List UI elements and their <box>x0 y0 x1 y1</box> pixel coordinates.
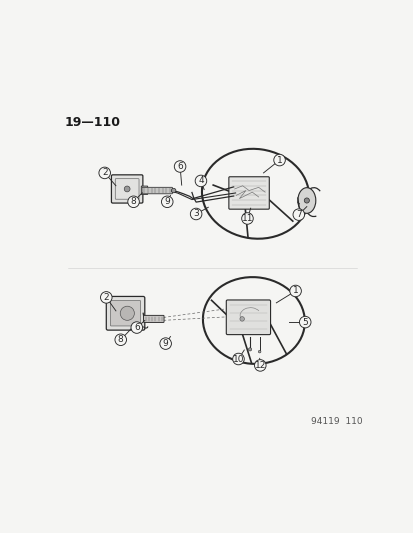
Circle shape <box>289 285 301 297</box>
Text: 6: 6 <box>133 323 139 332</box>
Text: 10: 10 <box>232 354 244 364</box>
Text: 1: 1 <box>276 156 282 165</box>
Circle shape <box>174 161 185 172</box>
Circle shape <box>100 292 112 303</box>
FancyBboxPatch shape <box>143 316 164 322</box>
Ellipse shape <box>297 188 315 213</box>
FancyBboxPatch shape <box>111 175 142 203</box>
FancyBboxPatch shape <box>226 300 270 335</box>
Circle shape <box>254 360 266 371</box>
Text: 7: 7 <box>295 210 301 219</box>
Circle shape <box>161 196 173 207</box>
Circle shape <box>241 213 253 224</box>
Circle shape <box>131 322 142 333</box>
FancyBboxPatch shape <box>106 296 145 330</box>
Circle shape <box>299 316 310 328</box>
Text: 11: 11 <box>241 214 253 223</box>
Circle shape <box>120 306 134 320</box>
Text: 2: 2 <box>102 168 107 177</box>
Text: 1: 1 <box>292 286 298 295</box>
Circle shape <box>159 338 171 349</box>
FancyBboxPatch shape <box>142 187 172 194</box>
Text: 5: 5 <box>301 318 307 327</box>
Circle shape <box>232 353 244 365</box>
Text: 4: 4 <box>198 176 203 185</box>
Circle shape <box>292 209 304 221</box>
Text: 94119  110: 94119 110 <box>311 417 362 426</box>
Text: 8: 8 <box>118 335 123 344</box>
Text: 6: 6 <box>177 162 183 171</box>
Text: 9: 9 <box>164 197 170 206</box>
Text: 19—110: 19—110 <box>64 116 120 129</box>
Circle shape <box>124 186 130 192</box>
Text: 2: 2 <box>103 293 109 302</box>
Circle shape <box>258 350 260 353</box>
Circle shape <box>190 208 202 220</box>
Text: 12: 12 <box>254 361 265 370</box>
FancyBboxPatch shape <box>110 301 140 326</box>
Circle shape <box>99 167 110 179</box>
Circle shape <box>195 175 206 187</box>
Circle shape <box>128 196 139 207</box>
FancyBboxPatch shape <box>141 186 147 195</box>
Circle shape <box>273 154 285 166</box>
Text: 9: 9 <box>162 339 168 348</box>
FancyBboxPatch shape <box>228 177 268 209</box>
Text: 8: 8 <box>131 197 136 206</box>
Text: 3: 3 <box>193 209 199 219</box>
Circle shape <box>304 198 309 203</box>
Circle shape <box>240 317 244 321</box>
Circle shape <box>171 188 176 193</box>
Circle shape <box>248 348 251 351</box>
Circle shape <box>115 334 126 345</box>
